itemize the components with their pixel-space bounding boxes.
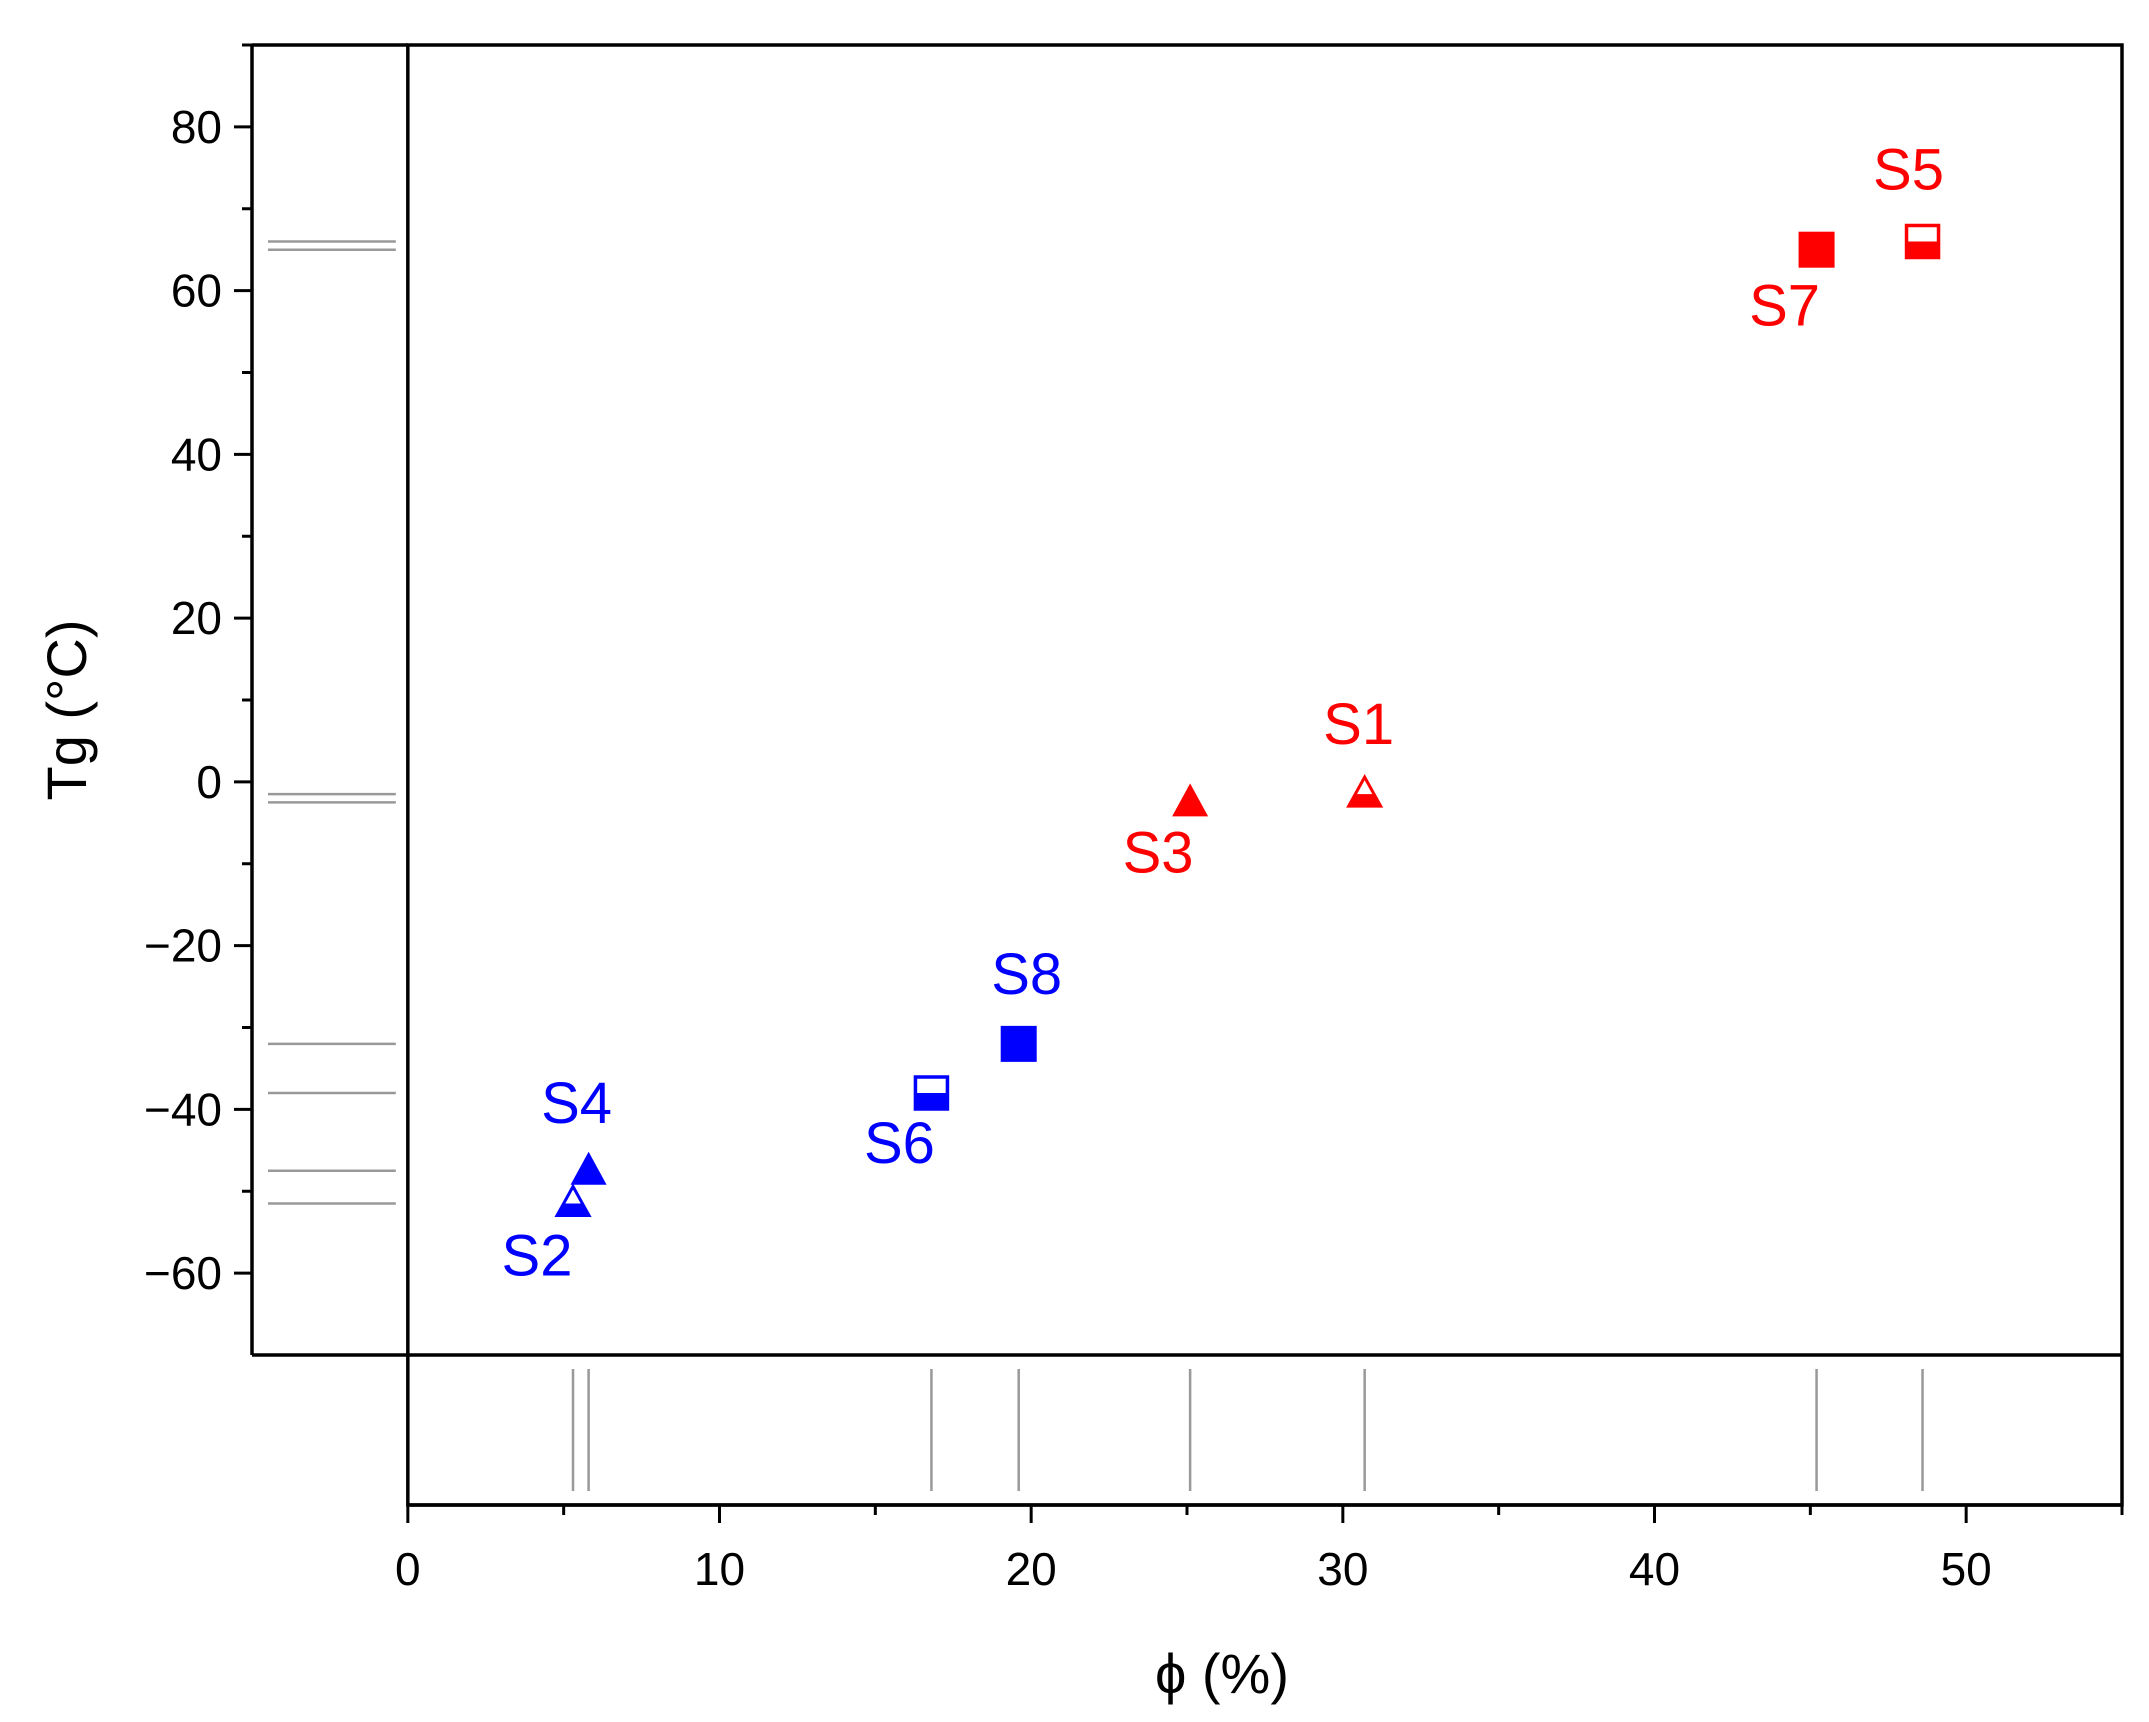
y-tick-label: −40 <box>144 1083 222 1135</box>
y-marginal-rug <box>268 240 396 1205</box>
point-label-s1: S1 <box>1323 692 1394 757</box>
x-tick-label: 50 <box>1941 1543 1992 1595</box>
point-label-s7: S7 <box>1749 274 1820 339</box>
square-half-marker <box>913 1075 950 1111</box>
x-tick-label: 30 <box>1317 1543 1368 1595</box>
square-filled-marker <box>1798 231 1835 268</box>
triangle-half-fill <box>557 1203 590 1216</box>
triangle-half-marker <box>554 1183 592 1218</box>
y-tick-label: 40 <box>171 428 222 480</box>
triangle-half-fill <box>1348 794 1381 807</box>
axis-ticks <box>234 43 2124 1523</box>
square-filled-marker <box>1000 1025 1037 1062</box>
y-axis-title: Tg (°C) <box>35 619 98 800</box>
y-tick-label: −60 <box>144 1247 222 1299</box>
point-label-s6: S6 <box>864 1111 935 1176</box>
triangle-filled-marker <box>1172 783 1209 817</box>
point-label-s2: S2 <box>502 1224 573 1289</box>
triangle-filled-marker <box>570 1151 607 1185</box>
point-labels: S1 S2 S3 S4 S5 S6 S7 S8 <box>502 138 1944 1289</box>
x-axis-title: ϕ (%) <box>1155 1642 1289 1705</box>
square-half-marker <box>1904 223 1941 260</box>
x-tick-label: 0 <box>395 1543 421 1595</box>
y-tick-label: 0 <box>196 756 222 808</box>
y-tick-label: 20 <box>171 592 222 644</box>
point-label-s4: S4 <box>541 1071 612 1136</box>
triangle-half-marker <box>1346 774 1384 808</box>
x-tick-label: 10 <box>694 1543 745 1595</box>
y-tick-label: 60 <box>171 265 222 317</box>
square-half-fill <box>1906 241 1939 258</box>
x-tick-label: 20 <box>1006 1543 1057 1595</box>
plot-frame <box>250 43 2124 1507</box>
data-points <box>554 223 1941 1218</box>
point-label-s8: S8 <box>991 942 1062 1007</box>
square-half-fill <box>915 1093 948 1109</box>
tick-labels: −60 −40 −20 0 20 40 60 80 0 10 20 30 40 50 <box>144 101 1992 1595</box>
point-label-s3: S3 <box>1123 820 1194 885</box>
x-tick-label: 40 <box>1629 1543 1680 1595</box>
plot-border <box>406 43 2124 1507</box>
y-tick-label: −20 <box>144 920 222 972</box>
x-marginal-rug <box>571 1369 1924 1491</box>
y-tick-label: 80 <box>171 101 222 153</box>
point-label-s5: S5 <box>1873 138 1944 203</box>
